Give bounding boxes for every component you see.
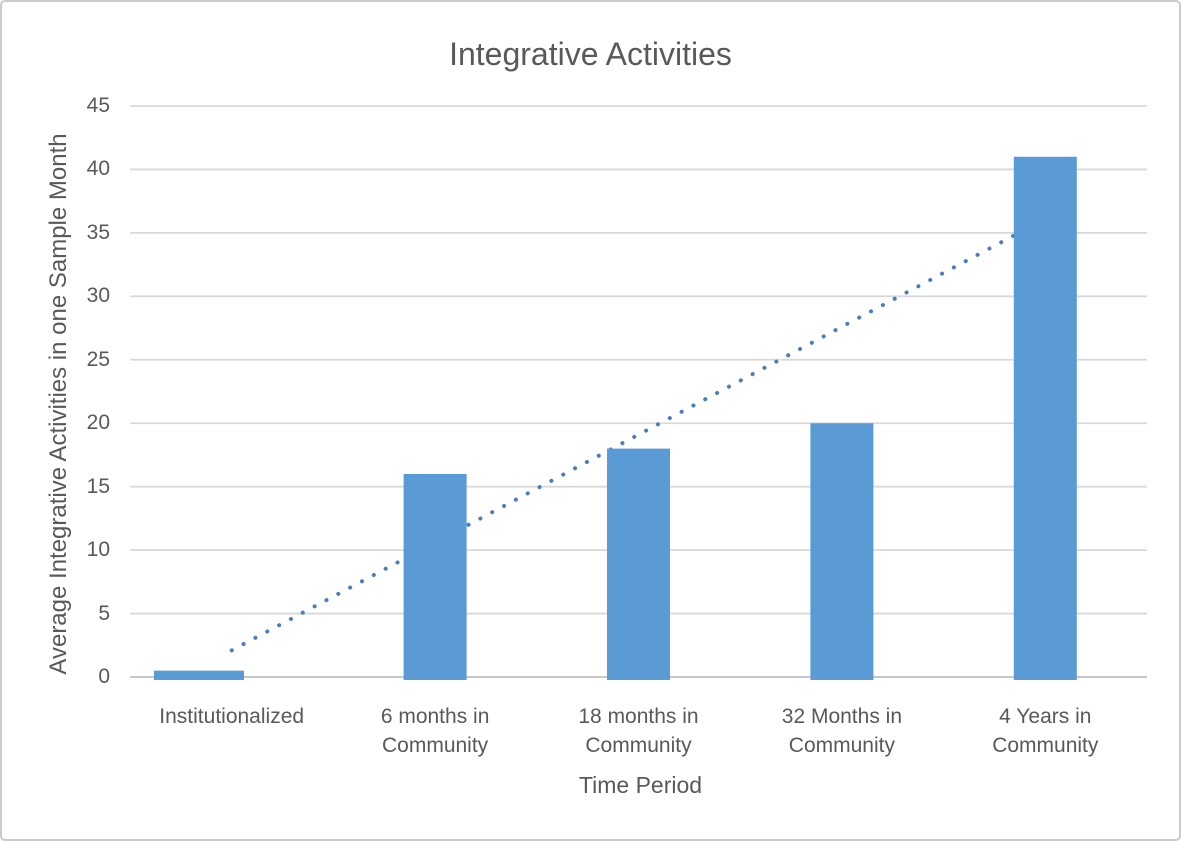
y-tick-label: 30 — [86, 284, 110, 308]
chart-title: Integrative Activities — [449, 36, 732, 72]
y-tick-label: 45 — [86, 94, 110, 117]
x-category-label: 32 Months in Community — [781, 705, 903, 757]
y-axis-title: Average Integrative Activities in one Sa… — [45, 133, 72, 675]
x-category-label: 6 months in Community — [380, 705, 490, 757]
bar — [607, 448, 670, 680]
y-tick-label: 35 — [86, 220, 110, 244]
y-tick-label: 0 — [98, 665, 110, 688]
bar — [154, 670, 244, 680]
bar — [810, 423, 874, 680]
bar — [1013, 156, 1077, 680]
y-tick-label: 5 — [98, 601, 110, 625]
x-category-label: Institutionalized — [159, 705, 305, 728]
y-tick-label: 10 — [86, 538, 110, 562]
bar — [403, 473, 467, 680]
y-tick-label: 25 — [86, 347, 110, 371]
x-axis-title: Time Period — [578, 772, 703, 798]
y-tick-label: 15 — [86, 474, 110, 498]
x-category-label: 18 months in Community — [578, 705, 699, 757]
y-tick-label: 40 — [86, 157, 110, 181]
y-tick-label: 20 — [86, 411, 110, 435]
x-category-label: 4 Years in Community — [992, 705, 1099, 757]
